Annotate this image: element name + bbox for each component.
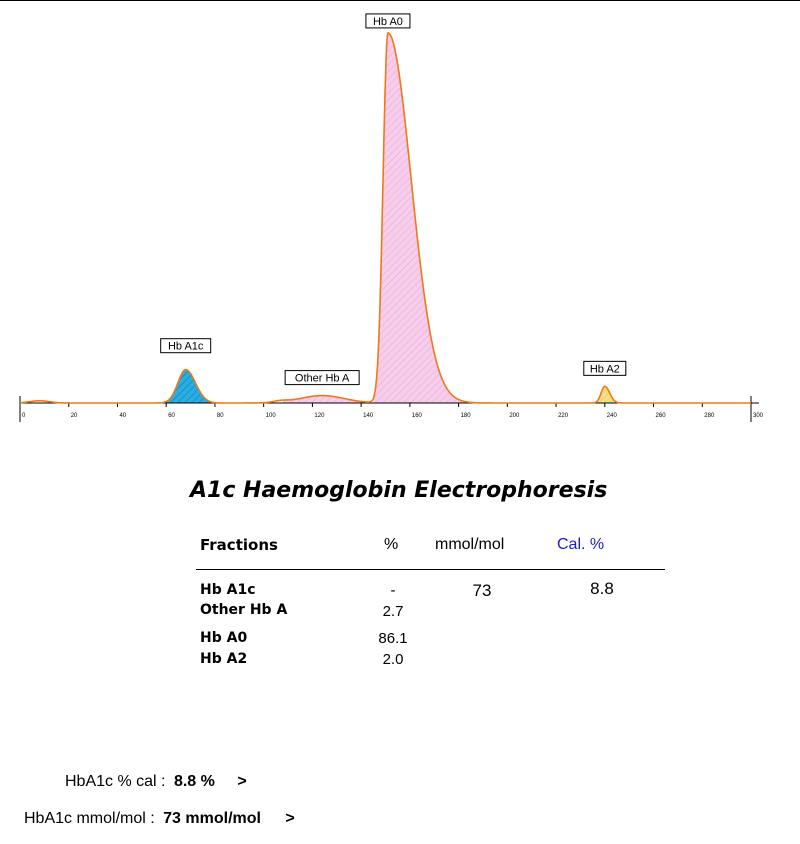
x-tick-label-280: 280 bbox=[704, 413, 715, 419]
summary-mmol-value: 73 mmol/mol bbox=[163, 810, 261, 827]
peak-label-other-hb-a: Other Hb A bbox=[284, 370, 360, 386]
header-fractions: Fractions bbox=[200, 536, 278, 554]
row-percent-hb-a0: 86.1 bbox=[378, 630, 408, 647]
x-tick-label-180: 180 bbox=[461, 413, 472, 419]
x-tick-label-240: 240 bbox=[607, 413, 618, 419]
row-name-hb-a0: Hb A0 bbox=[200, 630, 248, 646]
header-mmol: mmol/mol bbox=[435, 536, 505, 553]
summary-mmol-arrow[interactable]: > bbox=[285, 810, 295, 827]
electrophoresis-chart: 0 20 40 60 80 100 120 140 160 180 200 220 240 260 280 3… bbox=[19, 13, 764, 422]
svg-text:Hb A2: Hb A2 bbox=[590, 363, 620, 375]
header-divider bbox=[196, 569, 665, 570]
row-percent-other-hb-a: 2.7 bbox=[382, 603, 404, 620]
x-tick-label-100: 100 bbox=[266, 413, 277, 419]
x-tick-label-160: 160 bbox=[412, 413, 423, 419]
x-tick-label-80: 80 bbox=[217, 413, 224, 419]
summary-mmol-row: HbA1c mmol/mol : 73 mmol/mol > bbox=[24, 810, 295, 828]
header-percent: % bbox=[384, 536, 399, 553]
peak-label-hb-a1c: Hb A1c bbox=[160, 338, 212, 354]
summary-cal-arrow[interactable]: > bbox=[237, 773, 247, 790]
row-cal-hb-a1c: 8.8 bbox=[590, 579, 614, 598]
svg-text:Hb A1c: Hb A1c bbox=[168, 341, 204, 353]
summary-mmol-label: HbA1c mmol/mol : bbox=[24, 810, 155, 827]
row-percent-hb-a2: 2.0 bbox=[382, 651, 404, 668]
header-cal: Cal. % bbox=[557, 536, 605, 553]
x-tick-label-140: 140 bbox=[363, 413, 374, 419]
report-title: A1c Haemoglobin Electrophoresis bbox=[190, 478, 608, 503]
row-name-hb-a1c: Hb A1c bbox=[200, 582, 256, 598]
summary-cal-row: HbA1c % cal : 8.8 % > bbox=[65, 773, 247, 791]
x-tick-label-60: 60 bbox=[168, 413, 175, 419]
x-tick-label-260: 260 bbox=[656, 413, 667, 419]
row-percent-hb-a1c: - bbox=[390, 582, 396, 599]
hb-a0-area bbox=[373, 32, 471, 404]
x-tick-label-200: 200 bbox=[509, 413, 520, 419]
svg-text:Hb A0: Hb A0 bbox=[373, 16, 403, 28]
top-border bbox=[0, 0, 800, 1]
row-name-hb-a2: Hb A2 bbox=[200, 651, 248, 667]
x-tick-label-120: 120 bbox=[314, 413, 325, 419]
x-tick-label-40: 40 bbox=[119, 413, 126, 419]
x-tick-label-20: 20 bbox=[71, 413, 78, 419]
hb-a2-area bbox=[592, 386, 617, 403]
svg-text:Other Hb A: Other Hb A bbox=[295, 373, 350, 385]
summary-cal-label: HbA1c % cal : bbox=[65, 773, 166, 790]
x-tick-label-300: 300 bbox=[753, 413, 764, 419]
row-name-other-hb-a: Other Hb A bbox=[200, 602, 288, 618]
hb-a1c-area bbox=[166, 369, 211, 403]
trace-line bbox=[19, 31, 751, 404]
peak-label-hb-a2: Hb A2 bbox=[583, 360, 627, 376]
x-tick-label-0: 0 bbox=[22, 413, 26, 419]
row-mmol-hb-a1c: 73 bbox=[472, 581, 492, 600]
other-hb-a-area bbox=[283, 395, 369, 403]
peak-label-hb-a0: Hb A0 bbox=[365, 13, 411, 29]
x-tick-label-220: 220 bbox=[558, 413, 569, 419]
summary-cal-value: 8.8 % bbox=[173, 773, 215, 790]
